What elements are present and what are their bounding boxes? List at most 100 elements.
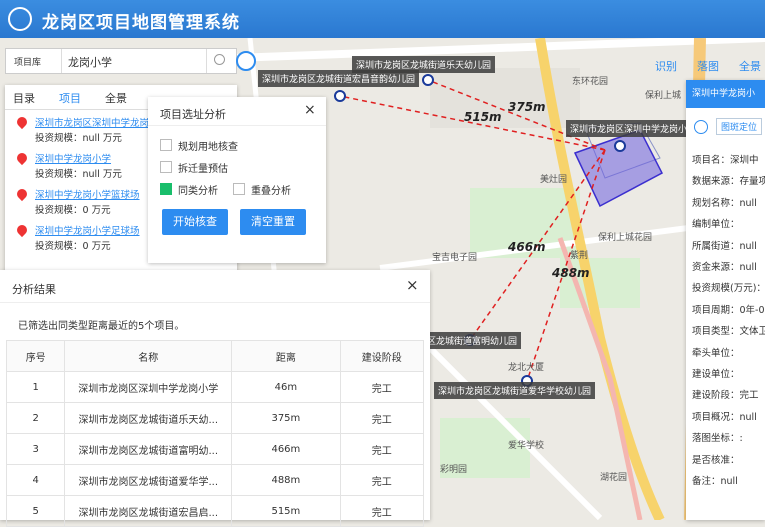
tab[interactable]: 目录 (13, 92, 35, 105)
detail-field: 所属街道：null (692, 240, 757, 252)
marker-label[interactable]: 深圳市龙岗区龙城街道宏昌音韵幼儿园 (258, 70, 420, 87)
header-row: 序号 名称 距离 建设阶段 (5, 340, 425, 372)
table-cell: 466m (231, 433, 341, 465)
project-invest: 投资规模：null 万元 (35, 169, 122, 180)
detail-field: 数据来源：存量项 (692, 176, 765, 188)
detail-field: 项目名：深圳中 (692, 155, 759, 166)
divider (61, 49, 62, 73)
option-label: 重叠分析 (251, 186, 291, 197)
place-label: 东环花园 (572, 77, 609, 87)
pin (14, 150, 30, 166)
tool-panorama[interactable]: 全景 (739, 60, 761, 73)
table-cell: 488m (231, 464, 341, 496)
table-cell: 3 (5, 433, 66, 465)
table-cell: 深圳市龙岗区龙城街道爱华学... (64, 464, 233, 496)
place-label: 保利上城 (645, 91, 682, 101)
table-row: 1 深圳市龙岗区深圳中学龙岗小学 46m 完工 (5, 371, 425, 403)
tab-bar: 目录 项目 全景 (5, 85, 237, 110)
dialog-title: 项目选址分析 (160, 108, 226, 121)
table-cell: 46m (231, 371, 341, 403)
tool-identify[interactable]: 识别 (655, 60, 677, 73)
detail-panel: 深圳中学龙岗小 图斑定位 项目名：深圳中 数据来源：存量项 规划名称：null 编制单… (686, 80, 765, 520)
table-cell: 2 (5, 402, 66, 434)
checkbox[interactable] (160, 139, 172, 151)
analysis-title: 分析结果 (12, 283, 56, 296)
table-cell: 深圳市龙岗区龙城街道乐天幼... (64, 402, 233, 434)
detail-field: 项目概况：null (692, 411, 757, 423)
table-cell: 完工 (339, 433, 425, 465)
distance-label: 375m (508, 100, 546, 114)
table-row: 4 深圳市龙岗区龙城街道爱华学... 488m 完工 (5, 464, 425, 496)
pin (14, 186, 30, 202)
detail-field: 建设阶段：完工 (692, 390, 759, 402)
detail-field: 项目类型：文体卫 (692, 326, 765, 338)
place-label: 保利上城花园 (598, 233, 653, 243)
place-label: 宝吉电子园 (432, 253, 478, 263)
search-scope[interactable]: 项目库 (14, 58, 42, 68)
detail-field: 投资规模(万元)： (692, 283, 765, 295)
reset-button[interactable]: 清空重置 (240, 209, 306, 235)
checkbox[interactable] (160, 183, 172, 195)
place-label: 爱华学校 (508, 441, 545, 451)
search-box[interactable]: 项目库 龙岗小学 (5, 48, 237, 74)
project-invest: 投资规模：null 万元 (35, 133, 122, 144)
place-label: 紫荆 (570, 251, 589, 261)
start-button[interactable]: 开始核查 (162, 209, 228, 235)
detail-field: 牵头单位： (692, 347, 740, 359)
collapse-button[interactable] (236, 51, 256, 71)
table-cell: 1 (5, 371, 66, 403)
table-cell: 完工 (339, 495, 425, 527)
divider (206, 49, 207, 73)
detail-field: 项目周期：0年-0 (692, 304, 765, 316)
detail-field: 资金来源：null (692, 262, 757, 273)
locate-button[interactable]: 图斑定位 (716, 118, 763, 135)
analysis-panel: 分析结果 × 已筛选出同类型距离最近的5个项目。 序号 名称 距离 建设阶段 1 深圳市龙… (0, 270, 430, 527)
close-button[interactable]: × (406, 276, 419, 294)
table-cell: 深圳市龙岗区龙城街道富明幼... (64, 433, 233, 465)
project-name[interactable]: 深圳市龙岗区深圳中学龙岗小学 (35, 118, 169, 129)
marker-label[interactable]: 深圳市龙岗区龙城街道爱华学校幼儿园 (434, 382, 596, 399)
place-label: 彩明园 (440, 465, 468, 475)
locate-icon (694, 120, 708, 134)
tool-map[interactable]: 落图 (697, 60, 719, 73)
divider (148, 125, 326, 126)
detail-field: 编制单位： (692, 219, 740, 231)
column-header: 距离 (231, 340, 341, 372)
table-cell: 完工 (339, 402, 425, 434)
table-cell: 深圳市龙岗区深圳中学龙岗小学 (64, 371, 233, 403)
analysis-summary: 已筛选出同类型距离最近的5个项目。 (18, 321, 185, 332)
table-row: 5 深圳市龙岗区龙城街道宏昌启... 515m 完工 (5, 495, 425, 527)
column-header: 名称 (64, 340, 233, 372)
detail-field: 建设单位： (692, 369, 740, 380)
marker-label[interactable]: 深圳市龙岗区龙城街道乐天幼儿园 (352, 56, 496, 73)
place-label: 龙北大厦 (508, 363, 545, 373)
checkbox[interactable] (160, 161, 172, 173)
table-cell: 4 (5, 464, 66, 496)
table-cell: 375m (231, 402, 341, 434)
distance-label: 488m (552, 266, 590, 280)
distance-label: 515m (464, 110, 502, 124)
pin (14, 222, 30, 238)
project-name[interactable]: 深圳中学龙岗小学足球场 (35, 226, 140, 237)
option-label: 规划用地核查 (178, 142, 238, 153)
place-label: 美灶园 (540, 175, 568, 185)
result-table: 序号 名称 距离 建设阶段 1 深圳市龙岗区深圳中学龙岗小学 46m 完工 2 深圳市龙岗区龙城街… (5, 340, 425, 527)
project-name[interactable]: 深圳中学龙岗小学 (35, 154, 112, 165)
app-title: 龙岗区项目地图管理系统 (42, 13, 240, 33)
detail-field: 是否核准： (692, 454, 740, 466)
close-button[interactable]: × (304, 102, 316, 118)
detail-field: 落图坐标：: (692, 433, 743, 445)
checkbox[interactable] (233, 183, 245, 195)
column-header: 建设阶段 (339, 340, 425, 372)
tab[interactable]: 项目 (59, 92, 81, 105)
project-invest: 投资规模：0 万元 (35, 205, 111, 216)
divider (0, 302, 430, 303)
pin (14, 114, 30, 130)
search-button[interactable] (214, 54, 225, 65)
search-input[interactable]: 龙岗小学 (68, 56, 112, 69)
logo (8, 7, 32, 31)
tab[interactable]: 全景 (105, 92, 127, 105)
marker-label[interactable]: 深圳市龙岗区深圳中学龙岗小学 (566, 120, 701, 137)
project-name[interactable]: 深圳中学龙岗小学篮球场 (35, 190, 140, 201)
